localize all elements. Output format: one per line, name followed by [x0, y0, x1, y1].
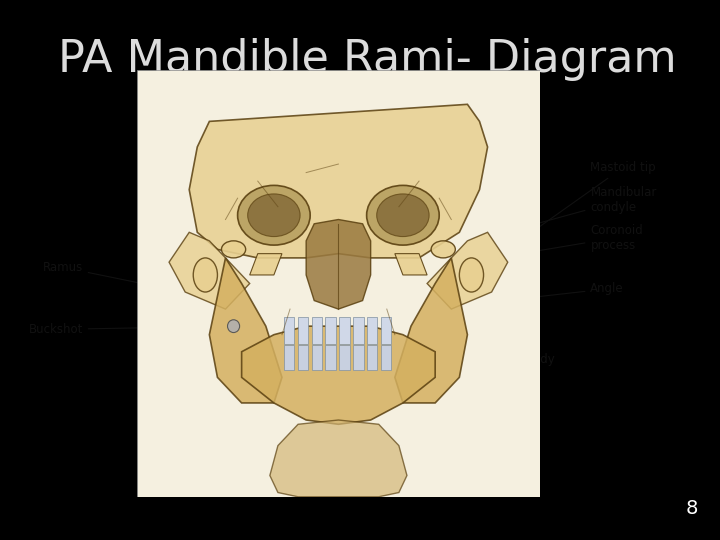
FancyBboxPatch shape [325, 345, 336, 370]
Text: PA Mandible Rami- Diagram: PA Mandible Rami- Diagram [58, 38, 676, 81]
FancyBboxPatch shape [381, 345, 391, 370]
FancyBboxPatch shape [339, 345, 350, 370]
Polygon shape [169, 232, 250, 309]
FancyBboxPatch shape [298, 345, 308, 370]
Ellipse shape [431, 241, 455, 258]
Polygon shape [395, 254, 427, 275]
FancyBboxPatch shape [325, 317, 336, 344]
Text: 8: 8 [686, 500, 698, 518]
Text: Buckshot: Buckshot [28, 323, 230, 336]
FancyBboxPatch shape [367, 345, 377, 370]
FancyBboxPatch shape [381, 317, 391, 344]
FancyBboxPatch shape [137, 70, 540, 497]
Polygon shape [270, 420, 407, 497]
FancyBboxPatch shape [284, 345, 294, 370]
FancyBboxPatch shape [284, 317, 294, 344]
Polygon shape [306, 219, 371, 309]
Text: Angle: Angle [431, 282, 624, 310]
FancyBboxPatch shape [312, 345, 322, 370]
Ellipse shape [238, 185, 310, 245]
Polygon shape [427, 232, 508, 309]
Polygon shape [250, 254, 282, 275]
Ellipse shape [193, 258, 217, 292]
FancyBboxPatch shape [339, 317, 350, 344]
FancyBboxPatch shape [312, 317, 322, 344]
FancyBboxPatch shape [298, 317, 308, 344]
Ellipse shape [366, 185, 439, 245]
FancyBboxPatch shape [367, 317, 377, 344]
Polygon shape [210, 258, 282, 403]
Ellipse shape [459, 258, 484, 292]
Text: Mastoid tip: Mastoid tip [474, 161, 656, 273]
Text: Mandibular
condyle: Mandibular condyle [447, 186, 657, 249]
Ellipse shape [248, 194, 300, 237]
Text: Coronoid
process: Coronoid process [423, 224, 643, 272]
Text: Ramus: Ramus [42, 261, 222, 301]
FancyBboxPatch shape [353, 345, 364, 370]
Ellipse shape [222, 241, 246, 258]
Text: Body: Body [391, 353, 555, 379]
Polygon shape [242, 326, 435, 424]
Ellipse shape [377, 194, 429, 237]
Polygon shape [189, 104, 487, 258]
Circle shape [228, 320, 240, 333]
FancyBboxPatch shape [353, 317, 364, 344]
Polygon shape [395, 258, 467, 403]
